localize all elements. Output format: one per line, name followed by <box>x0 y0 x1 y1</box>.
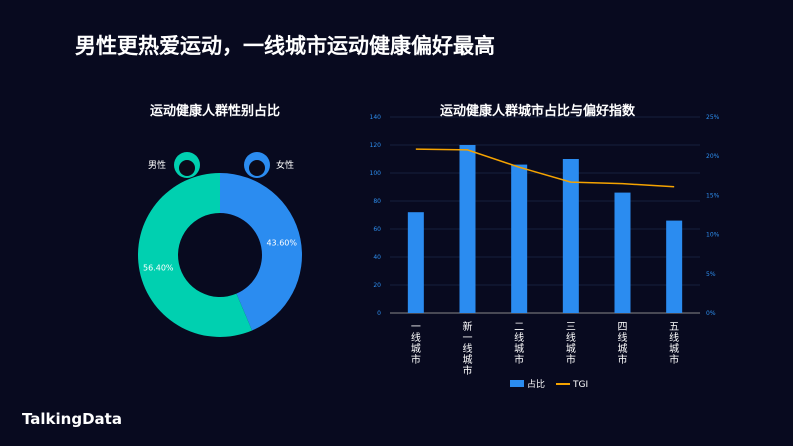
slice-label: 43.60% <box>266 238 297 247</box>
y-tick: 40 <box>373 254 381 261</box>
logo: TalkingData <box>22 410 122 428</box>
x-tick-char: 线 <box>618 331 628 344</box>
x-tick-char: 线 <box>411 331 421 344</box>
x-tick-char: 市 <box>669 353 679 366</box>
x-tick-char: 五 <box>669 322 679 333</box>
x-tick-char: 市 <box>463 364 473 377</box>
x-tick-char: 线 <box>566 331 576 344</box>
x-tick-char: 一 <box>463 333 473 344</box>
legend-bar-label: 占比 <box>527 378 545 390</box>
x-tick-char: 市 <box>411 353 421 366</box>
face-icon <box>179 160 195 176</box>
x-tick-char: 二 <box>514 322 524 333</box>
y2-tick: 20% <box>706 153 720 160</box>
y-tick: 0 <box>377 310 381 317</box>
y2-tick: 5% <box>706 271 716 278</box>
legend-女性: 女性 <box>276 159 294 171</box>
y2-tick: 10% <box>706 232 720 239</box>
x-tick-char: 四 <box>618 322 628 333</box>
bar <box>407 212 424 313</box>
page-title: 男性更热爱运动，一线城市运动健康偏好最高 <box>75 34 495 58</box>
y2-tick: 0% <box>706 310 716 317</box>
y-tick: 80 <box>373 198 381 205</box>
x-tick-char: 城 <box>514 343 524 355</box>
x-tick-char: 城 <box>463 354 473 366</box>
x-tick-char: 一 <box>411 322 421 333</box>
y2-tick: 25% <box>706 114 720 121</box>
legend-line-label: TGI <box>572 380 588 390</box>
y-tick: 140 <box>370 114 382 121</box>
bar-title: 运动健康人群城市占比与偏好指数 <box>440 104 636 119</box>
pie-title: 运动健康人群性别占比 <box>150 104 281 119</box>
pie-slice-0 <box>137 173 253 337</box>
y-tick: 20 <box>373 282 381 289</box>
x-tick-char: 新 <box>463 320 473 333</box>
y-tick: 60 <box>373 226 381 233</box>
legend-男性: 男性 <box>148 159 166 171</box>
bar <box>459 145 476 313</box>
y2-tick: 15% <box>706 192 720 199</box>
y-tick: 120 <box>370 142 382 149</box>
x-tick-char: 城 <box>411 343 421 355</box>
x-tick-char: 城 <box>618 343 628 355</box>
x-tick-char: 三 <box>566 322 576 333</box>
x-tick-char: 市 <box>618 353 628 366</box>
tgi-line <box>415 148 675 188</box>
x-tick-char: 线 <box>514 331 524 344</box>
bar <box>562 159 579 313</box>
x-tick-char: 市 <box>566 353 576 366</box>
pie-slice-1 <box>220 173 302 331</box>
legend-bar-swatch <box>510 380 524 387</box>
face-icon <box>249 160 265 176</box>
x-tick-char: 线 <box>463 342 473 355</box>
bar <box>666 220 683 313</box>
x-tick-char: 线 <box>669 331 679 344</box>
x-tick-char: 市 <box>514 353 524 366</box>
bar <box>614 192 631 313</box>
slice-label: 56.40% <box>143 264 174 273</box>
bar <box>511 164 528 313</box>
x-tick-char: 城 <box>669 343 679 355</box>
x-tick-char: 城 <box>566 343 576 355</box>
y-tick: 100 <box>370 170 382 177</box>
